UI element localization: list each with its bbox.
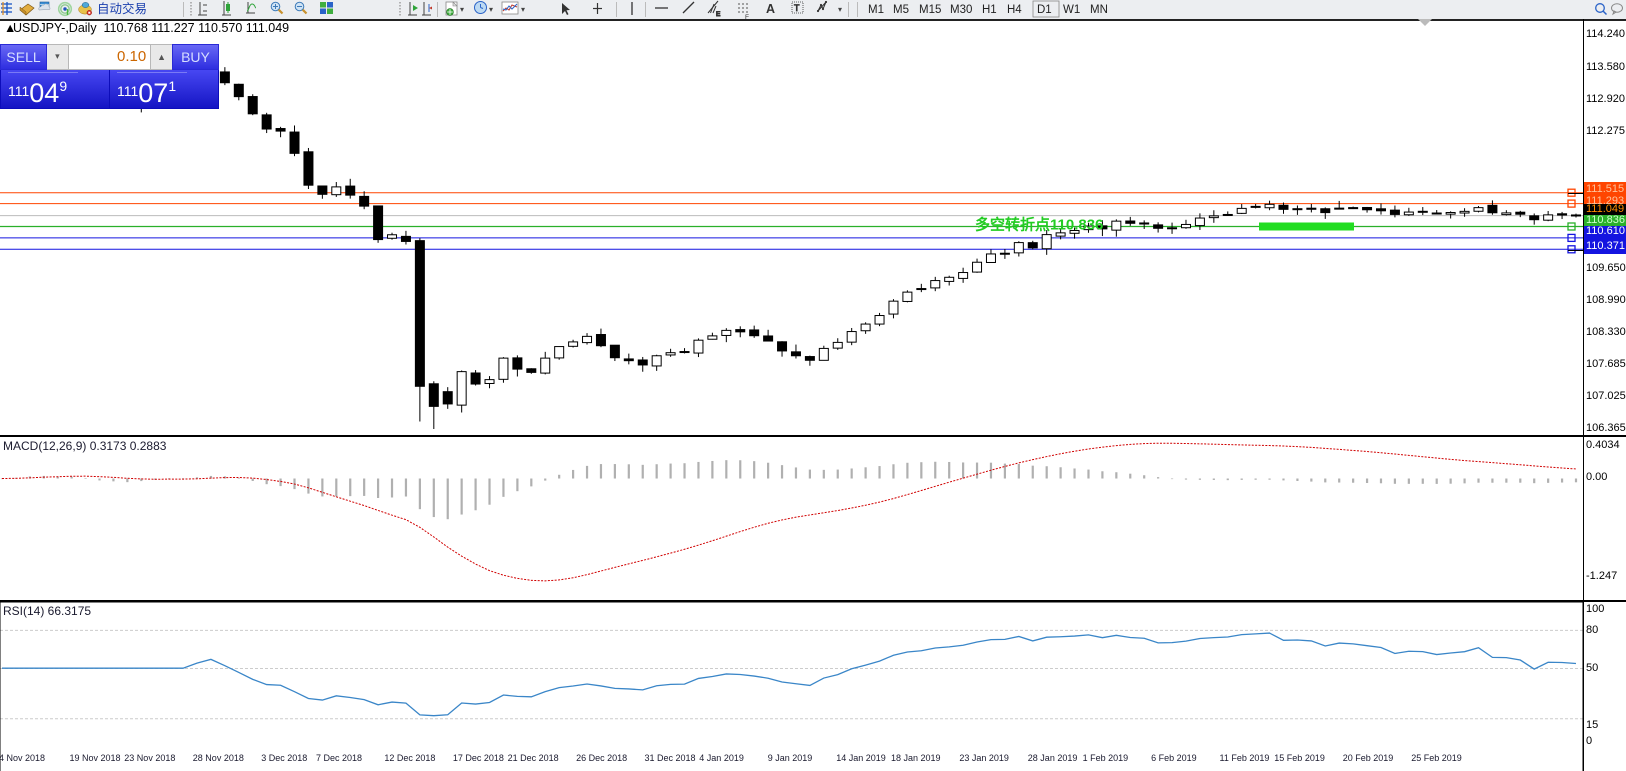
svg-text:M15: M15 <box>919 4 941 16</box>
svg-text:E: E <box>716 11 721 18</box>
svg-text:自动交易: 自动交易 <box>97 1 147 16</box>
svg-text:多空转折点110.836: 多空转折点110.836 <box>975 216 1103 234</box>
svg-text:▾: ▾ <box>521 5 525 14</box>
svg-text:M1: M1 <box>868 4 884 16</box>
svg-text:W1: W1 <box>1063 4 1080 16</box>
svg-text:M30: M30 <box>950 4 972 16</box>
svg-text:H4: H4 <box>1007 4 1022 16</box>
svg-text:▾: ▾ <box>460 5 464 14</box>
svg-text:▾: ▾ <box>489 5 493 14</box>
svg-text:A: A <box>766 2 775 16</box>
svg-text:T: T <box>794 3 800 13</box>
svg-text:MN: MN <box>1090 4 1108 16</box>
svg-text:H1: H1 <box>982 4 997 16</box>
svg-text:▾: ▾ <box>838 5 842 14</box>
svg-text:M5: M5 <box>893 4 909 16</box>
svg-text:D1: D1 <box>1037 4 1052 16</box>
